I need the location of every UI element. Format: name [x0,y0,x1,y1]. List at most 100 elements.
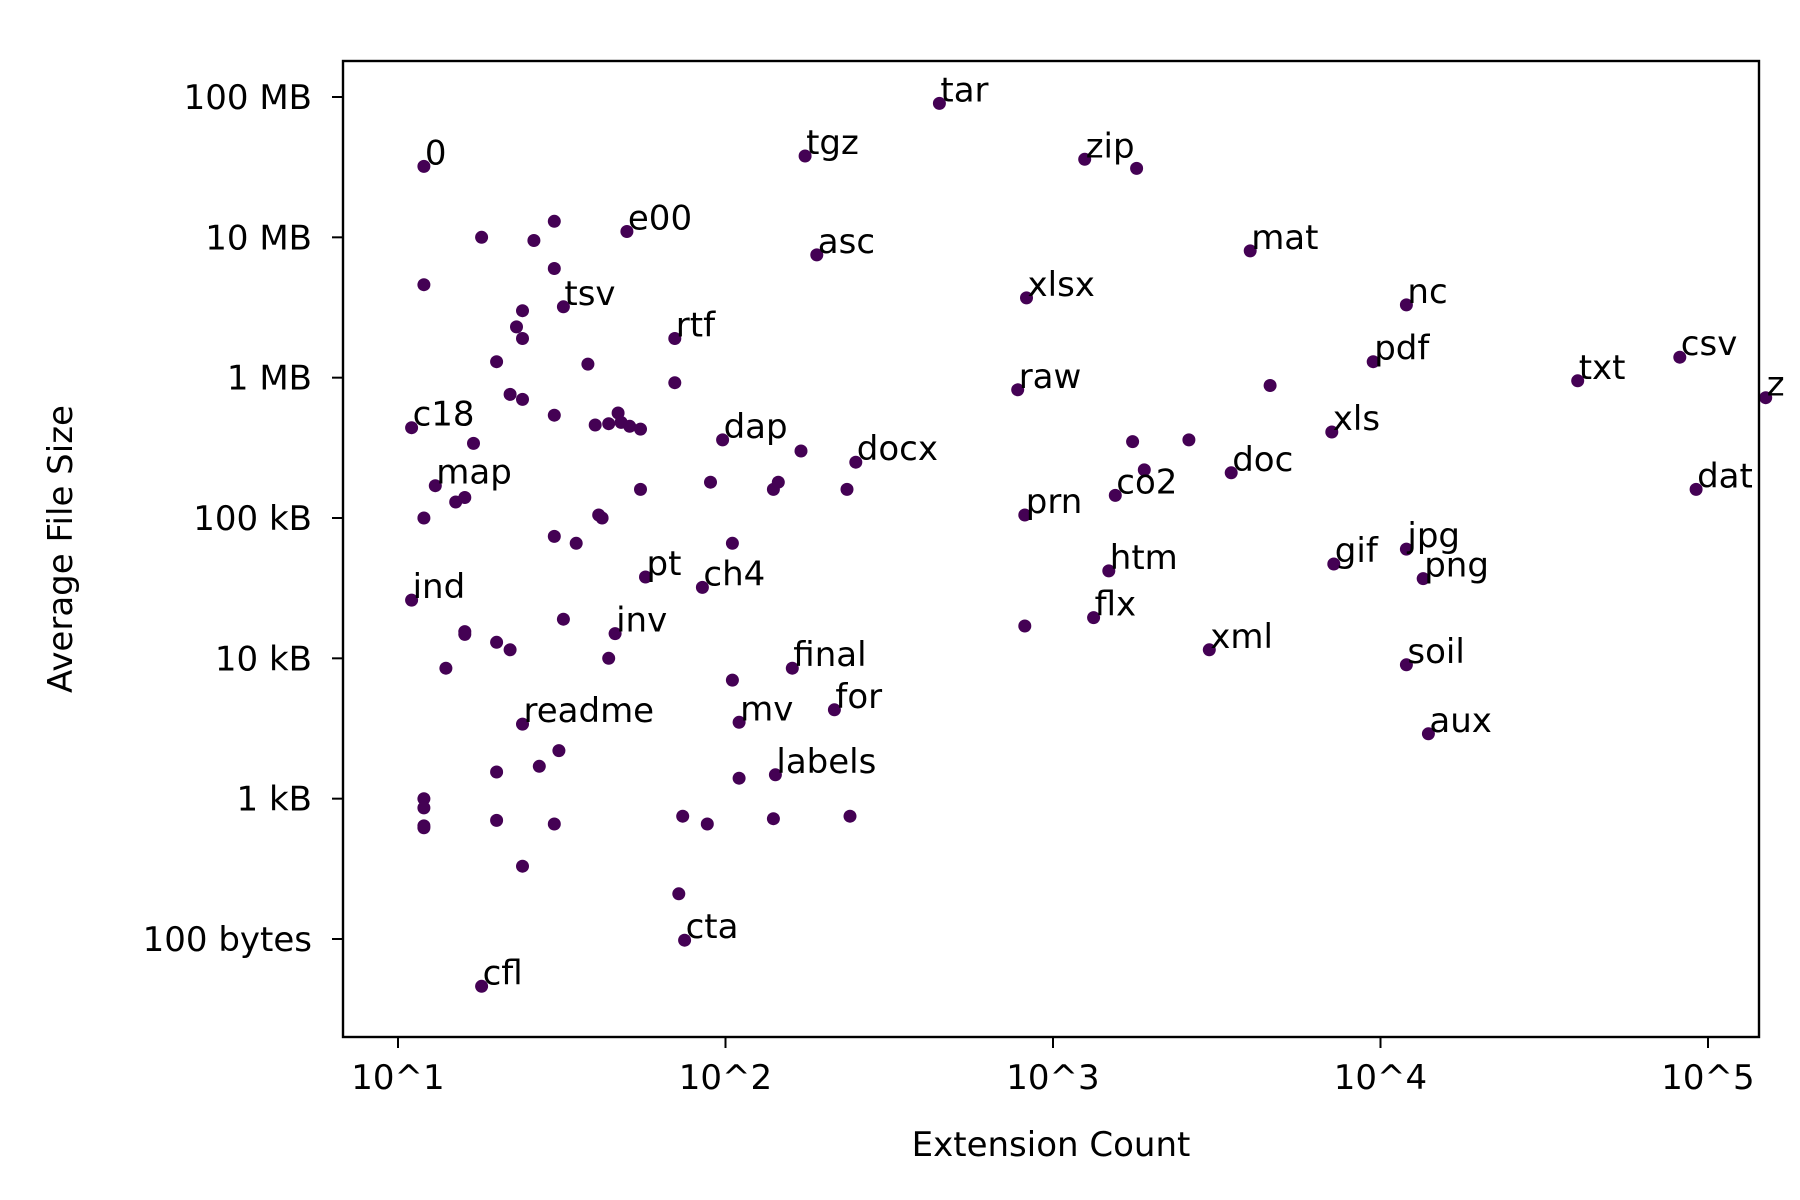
data-point [547,529,561,543]
data-point [458,627,472,641]
data-point [569,536,583,550]
y-axis: 100 bytes 1 kB 10 kB 100 kB 1 MB 10 MB 100 MB [143,78,343,960]
point-label-labels: labels [776,742,876,782]
y-tick-label: 1 MB [227,359,312,399]
data-point [490,635,504,649]
point-label-jpg: jpg [1406,516,1460,556]
data-point [732,715,746,729]
data-point [1137,463,1151,477]
point-label-final: final [793,635,866,675]
data-point [1399,658,1413,672]
point-label-doc: doc [1232,440,1293,480]
data-point [676,809,690,823]
point-label-tar: tar [940,70,988,110]
data-point [1224,466,1238,480]
point-label-tsv: tsv [564,274,615,314]
point-label-cfl: cfl [483,953,523,993]
data-point [547,408,561,422]
data-point [1421,727,1435,741]
data-point [417,792,431,806]
data-point [475,230,489,244]
data-point [428,479,442,493]
data-point [794,444,808,458]
data-point [1571,374,1585,388]
data-point [552,744,566,758]
data-point [1243,244,1257,258]
points-layer [405,96,1773,993]
data-point [639,570,652,584]
data-point [405,421,419,435]
point-label-pt: pt [647,544,682,584]
point-label-co2: co2 [1116,462,1177,502]
point-label-zip: zip [1086,126,1135,166]
data-point [510,320,523,334]
y-tick-label: 10 kB [215,639,312,679]
data-point [1327,557,1341,571]
data-point [840,482,854,496]
point-label-soil: soil [1407,632,1464,672]
point-label-csv: csv [1681,324,1738,364]
data-point [668,332,682,345]
data-point [1011,383,1025,397]
point-label-0: 0 [425,133,447,173]
data-point [417,821,431,835]
data-point [417,159,431,173]
x-axis-title: Extension Count [912,1125,1191,1165]
data-point [532,759,546,773]
point-label-nc: nc [1407,272,1447,312]
data-point [1108,488,1122,502]
data-point [932,96,946,110]
data-point [1126,435,1140,449]
data-point [1020,291,1033,305]
data-point [1018,619,1032,633]
data-point [516,717,529,731]
data-point [1399,542,1413,556]
data-point [695,580,709,594]
data-point [785,661,799,675]
point-label-txt: txt [1579,348,1626,388]
point-label-raw: raw [1019,357,1082,397]
point-label-pdf: pdf [1374,329,1430,369]
point-label-z: z [1767,365,1785,405]
y-axis-title: Average File Size [41,405,81,693]
data-point [417,801,431,815]
data-point [556,300,570,314]
data-point [516,304,529,318]
data-point [827,703,841,717]
point-label-mv: mv [740,689,793,729]
data-point [716,433,730,447]
data-point [1102,564,1116,578]
data-point [602,417,616,431]
data-point [732,771,746,785]
point-label-flx: flx [1095,585,1137,625]
data-point [1416,572,1430,586]
plot-frame [341,59,1761,1039]
point-label-c18: c18 [413,395,475,435]
point-label-asc: asc [818,222,875,262]
x-tick-label: 10^2 [679,1058,772,1098]
y-tick-label: 1 kB [237,780,312,820]
data-point [768,768,782,782]
point-label-mat: mat [1251,218,1318,258]
x-tick-label: 10^5 [1661,1058,1754,1098]
y-tick-label: 100 bytes [143,920,312,960]
x-axis: 10^1 10^2 10^3 10^4 10^5 [351,1037,1755,1098]
point-labels-layer: tar 0 tgz zip e00 asc mat tsv xlsx nc rtf pdf txt csv… [413,70,1785,993]
data-point [439,661,453,675]
point-label-aux: aux [1429,701,1492,741]
x-tick-label: 10^4 [1334,1058,1427,1098]
point-label-dap: dap [724,407,788,447]
data-point [1087,611,1101,625]
data-point [490,813,504,827]
data-point [810,248,824,262]
data-point [602,651,616,665]
point-label-readme: readme [524,691,655,731]
data-point [668,376,682,390]
data-point [678,933,692,947]
data-point [417,511,431,525]
data-point [849,455,863,469]
data-point [725,536,739,550]
data-point [634,482,647,496]
